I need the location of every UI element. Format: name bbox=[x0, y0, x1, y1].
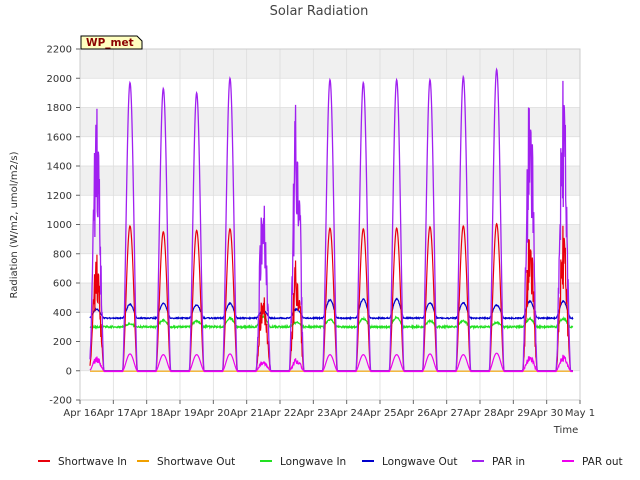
x-tick-label: Apr 28 bbox=[463, 408, 496, 419]
x-tick-label: Apr 22 bbox=[263, 408, 296, 419]
y-tick-label: 2000 bbox=[47, 74, 72, 85]
x-tick-label: Apr 25 bbox=[363, 408, 396, 419]
plot-band bbox=[80, 166, 580, 196]
y-tick-label: 1400 bbox=[47, 162, 72, 173]
y-tick-label: -200 bbox=[49, 396, 72, 407]
axes: -200 0 200 400 600 800 1000 1200 1400 1600 1800 200… bbox=[47, 45, 596, 420]
legend-label: PAR out bbox=[582, 456, 623, 468]
x-tick-label: May 1 bbox=[565, 408, 595, 419]
x-tick-label: Apr 24 bbox=[330, 408, 363, 419]
series-layer bbox=[89, 67, 574, 373]
plot-band bbox=[80, 107, 580, 137]
y-tick-label: 800 bbox=[53, 249, 72, 260]
plot-band bbox=[80, 49, 580, 79]
legend-label: Shortwave In bbox=[58, 456, 127, 468]
site-label-box: WP_met bbox=[80, 35, 143, 50]
x-axis-label: Time bbox=[553, 425, 578, 436]
series-line-parout bbox=[89, 352, 573, 373]
legend-label: Longwave Out bbox=[382, 456, 457, 468]
plot-band bbox=[80, 283, 580, 313]
x-tick-label: Apr 19 bbox=[163, 408, 196, 419]
x-tick-label: Apr 29 bbox=[497, 408, 530, 419]
y-axis-label: Radiation (W/m2, umol/m2/s) bbox=[9, 151, 20, 298]
y-tick-label: 1600 bbox=[47, 132, 72, 143]
x-tick-label: Apr 23 bbox=[297, 408, 330, 419]
y-tick-label: 600 bbox=[53, 279, 72, 290]
plot-band bbox=[80, 341, 580, 371]
x-tick-label: Apr 16 bbox=[63, 408, 96, 419]
series-line-lwin bbox=[89, 314, 574, 331]
y-tick-label: 1200 bbox=[47, 191, 72, 202]
y-tick-label: 1000 bbox=[47, 220, 72, 231]
x-tick-label: Apr 21 bbox=[230, 408, 263, 419]
x-tick-label: Apr 17 bbox=[97, 408, 130, 419]
y-tick-label: 0 bbox=[66, 366, 72, 377]
legend: Shortwave In Shortwave Out Longwave In Long… bbox=[38, 456, 623, 468]
site-label-background bbox=[80, 35, 143, 50]
site-label: WP_met bbox=[86, 37, 134, 49]
series-line-par bbox=[89, 67, 573, 372]
x-tick-label: Apr 27 bbox=[430, 408, 463, 419]
y-tick-label: 2200 bbox=[47, 45, 72, 56]
y-tick-label: 1800 bbox=[47, 103, 72, 114]
y-tick-label: 200 bbox=[53, 337, 72, 348]
y-tick-label: 400 bbox=[53, 308, 72, 319]
chart-title: Solar Radiation bbox=[270, 4, 369, 19]
legend-label: PAR in bbox=[492, 456, 525, 468]
x-tick-label: Apr 30 bbox=[530, 408, 563, 419]
legend-label: Shortwave Out bbox=[157, 456, 235, 468]
x-tick-label: Apr 18 bbox=[130, 408, 163, 419]
x-tick-label: Apr 26 bbox=[397, 408, 430, 419]
legend-label: Longwave In bbox=[280, 456, 346, 468]
x-tick-label: Apr 20 bbox=[197, 408, 230, 419]
